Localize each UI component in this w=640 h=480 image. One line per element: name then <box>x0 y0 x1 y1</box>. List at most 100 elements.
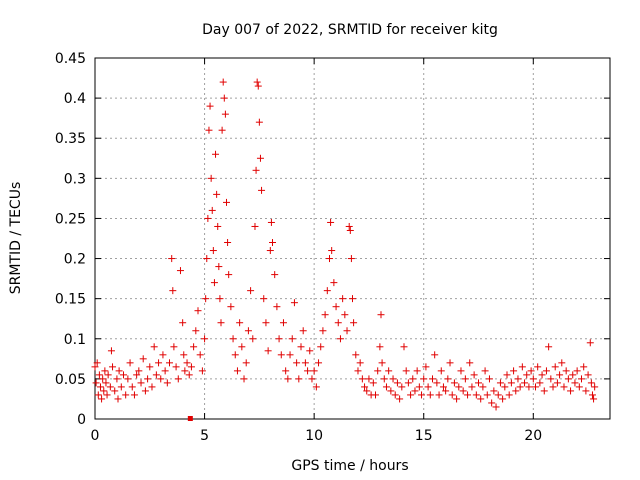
data-point <box>481 367 489 375</box>
data-point <box>475 379 483 387</box>
data-point <box>95 371 103 379</box>
data-point <box>213 190 221 198</box>
data-point <box>312 383 320 391</box>
data-point <box>133 371 141 379</box>
data-point <box>323 287 331 295</box>
data-point <box>477 395 485 403</box>
data-point <box>295 375 303 383</box>
data-point <box>321 311 329 319</box>
data-point <box>310 367 318 375</box>
data-point <box>542 367 550 375</box>
data-point <box>104 371 112 379</box>
data-point <box>531 383 539 391</box>
data-point <box>279 319 287 327</box>
data-point <box>459 387 467 395</box>
data-point <box>284 375 292 383</box>
plot-frame <box>94 57 611 420</box>
data-point <box>187 363 195 371</box>
data-points <box>91 78 599 421</box>
data-point <box>442 387 450 395</box>
data-point <box>420 375 428 383</box>
data-point <box>547 375 555 383</box>
data-point <box>214 222 222 230</box>
data-point <box>586 339 594 347</box>
y-tick-label: 0 <box>77 412 86 428</box>
data-point <box>185 371 193 379</box>
data-point <box>218 126 226 134</box>
data-point <box>146 363 154 371</box>
data-point <box>170 343 178 351</box>
data-point <box>208 206 216 214</box>
data-point <box>233 367 241 375</box>
data-point <box>220 94 228 102</box>
data-point <box>152 371 160 379</box>
data-point <box>198 367 206 375</box>
data-point <box>236 319 244 327</box>
data-point <box>343 327 351 335</box>
data-point <box>96 383 104 391</box>
data-point <box>349 295 356 303</box>
data-point <box>183 359 191 367</box>
gridlines <box>95 58 610 419</box>
data-point <box>365 375 373 383</box>
data-point <box>402 367 410 375</box>
data-point <box>319 327 327 335</box>
data-point <box>122 391 130 399</box>
data-point <box>117 383 125 391</box>
data-point <box>363 387 371 395</box>
data-point <box>150 343 158 351</box>
data-point <box>347 255 355 263</box>
data-point <box>446 359 454 367</box>
data-point <box>124 375 132 383</box>
data-point <box>358 375 366 383</box>
data-point <box>249 335 257 343</box>
data-point <box>466 359 474 367</box>
data-point <box>411 387 419 395</box>
data-point <box>269 239 277 247</box>
data-point <box>157 375 165 383</box>
data-point <box>166 359 174 367</box>
data-point <box>224 239 232 247</box>
data-point <box>109 363 117 371</box>
data-point <box>135 367 143 375</box>
data-point <box>453 395 461 403</box>
data-point <box>273 303 281 311</box>
data-point <box>252 166 260 174</box>
x-tick-label: 20 <box>524 428 542 444</box>
data-point <box>262 319 270 327</box>
data-point <box>464 391 472 399</box>
data-point <box>210 279 218 287</box>
data-point <box>556 371 564 379</box>
data-point <box>468 383 476 391</box>
data-point <box>258 186 266 194</box>
data-point <box>328 247 336 255</box>
data-point <box>433 379 441 387</box>
data-point <box>404 379 412 387</box>
data-point <box>290 299 298 307</box>
data-point <box>227 303 235 311</box>
data-point <box>163 379 171 387</box>
data-point <box>587 379 595 387</box>
data-point <box>341 311 349 319</box>
data-point <box>391 391 399 399</box>
data-point <box>346 226 354 234</box>
data-point <box>588 391 596 399</box>
data-point <box>253 78 261 86</box>
data-point <box>510 367 518 375</box>
data-point <box>179 319 187 327</box>
data-point <box>521 379 529 387</box>
y-tick-label: 0.2 <box>64 252 86 268</box>
data-point <box>540 387 548 395</box>
data-point <box>267 218 275 226</box>
data-point <box>409 375 417 383</box>
data-point <box>204 214 212 222</box>
data-point <box>92 379 100 387</box>
y-axis-label: SRMTID / TECUs <box>8 182 24 295</box>
data-point <box>400 343 408 351</box>
data-point <box>169 287 177 295</box>
data-point <box>396 395 404 403</box>
data-point <box>507 379 515 387</box>
data-point <box>194 307 202 315</box>
data-point <box>308 375 316 383</box>
y-tick-label: 0.1 <box>64 332 86 348</box>
